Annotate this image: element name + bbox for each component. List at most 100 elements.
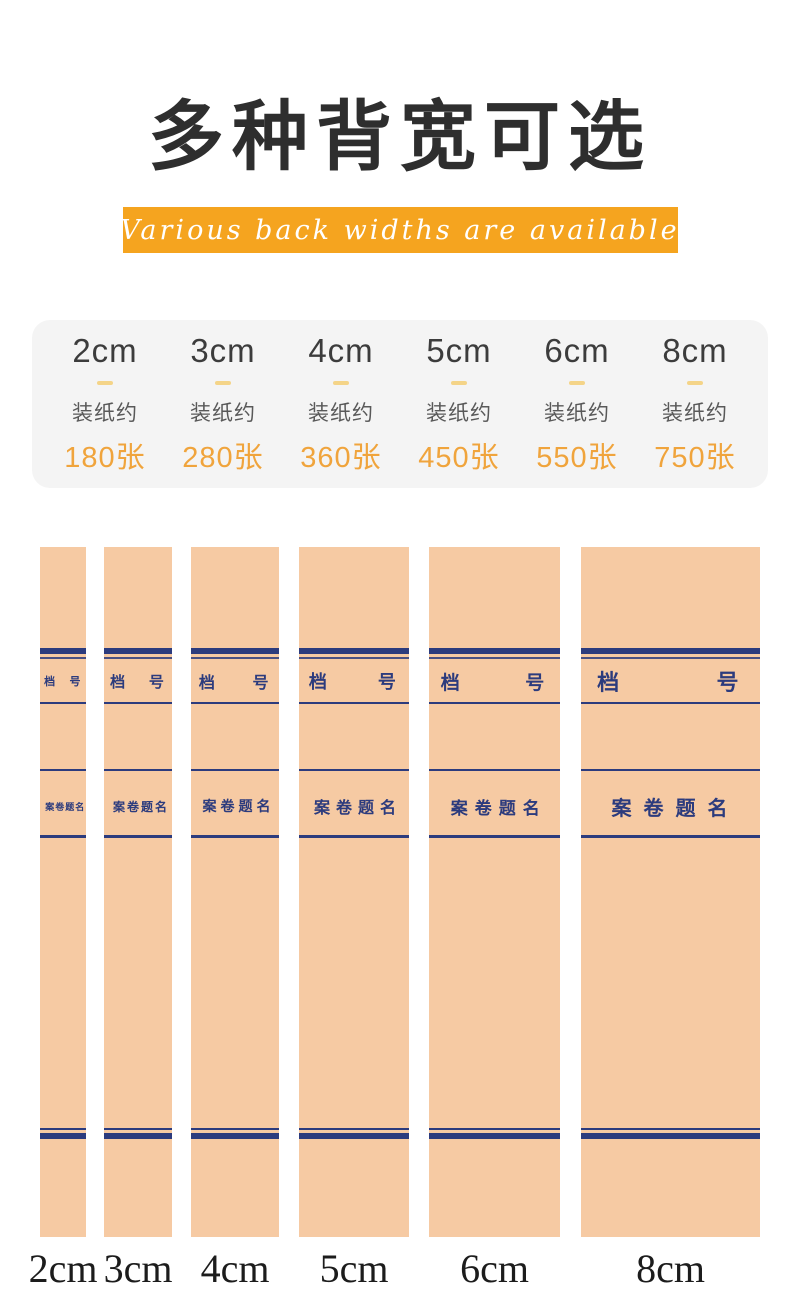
file-no-left: 档 bbox=[198, 675, 215, 692]
rule-line bbox=[40, 702, 86, 704]
rule-line bbox=[299, 835, 409, 838]
dash-divider bbox=[451, 381, 467, 385]
file-no-right: 号 bbox=[148, 673, 164, 691]
rule-line bbox=[581, 1133, 760, 1139]
dash-divider bbox=[333, 381, 349, 385]
file-no-left: 档 bbox=[308, 672, 327, 692]
spec-size: 4cm bbox=[308, 332, 374, 369]
case-title-label: 案卷题名 bbox=[202, 798, 275, 814]
capacity-label: 装纸约 bbox=[426, 402, 492, 425]
size-label: 6cm bbox=[460, 1246, 529, 1291]
case-title-row: 案卷题名 bbox=[191, 779, 279, 833]
dash-divider bbox=[215, 381, 231, 385]
dash-divider bbox=[97, 381, 113, 385]
rule-line bbox=[429, 648, 560, 654]
spine-3cm: 档 号 案卷题名 3cm bbox=[104, 547, 172, 1289]
file-no-left: 档 bbox=[110, 673, 126, 691]
spine-graphic: 档 号 案卷题名 bbox=[581, 547, 760, 1237]
rule-line bbox=[299, 657, 409, 659]
rule-line bbox=[191, 1133, 279, 1139]
spec-col-6cm: 6cm 装纸约 550张 bbox=[518, 332, 636, 476]
file-no-right: 号 bbox=[525, 672, 545, 694]
spec-col-5cm: 5cm 装纸约 450张 bbox=[400, 332, 518, 476]
case-title-row: 案卷题名 bbox=[299, 779, 409, 833]
case-title-label: 案卷题名 bbox=[313, 800, 402, 817]
rule-line bbox=[581, 835, 760, 838]
rule-line bbox=[191, 1128, 279, 1130]
case-title-row: 案卷题名 bbox=[429, 779, 560, 833]
size-label: 3cm bbox=[103, 1246, 173, 1291]
rule-line bbox=[429, 1133, 560, 1139]
rule-line bbox=[429, 702, 560, 704]
file-no-left: 档 bbox=[44, 676, 56, 688]
rule-line bbox=[191, 835, 279, 838]
rule-line bbox=[104, 835, 172, 838]
rule-line bbox=[429, 835, 560, 838]
rule-line bbox=[40, 1128, 86, 1130]
sheets-value: 280张 bbox=[182, 442, 264, 474]
spec-panel: 2cm 装纸约 180张 3cm 装纸约 280张 4cm 装纸约 360张 5… bbox=[32, 320, 768, 488]
spine-8cm: 档 号 案卷题名 8cm bbox=[581, 547, 760, 1289]
spine-graphic: 档 号 案卷题名 bbox=[299, 547, 409, 1237]
capacity-label: 装纸约 bbox=[662, 402, 728, 425]
rule-line bbox=[299, 769, 409, 771]
size-label: 2cm bbox=[28, 1246, 98, 1291]
file-no-right: 号 bbox=[252, 675, 269, 692]
spine-4cm: 档 号 案卷题名 4cm bbox=[191, 547, 279, 1289]
dash-divider bbox=[569, 381, 585, 385]
file-number-row: 档 号 bbox=[191, 661, 279, 701]
capacity-label: 装纸约 bbox=[72, 402, 138, 425]
case-title-label: 案卷题名 bbox=[45, 801, 86, 812]
file-no-left: 档 bbox=[440, 672, 460, 694]
spec-col-2cm: 2cm 装纸约 180张 bbox=[46, 332, 164, 476]
spine-graphic: 档 号 案卷题名 bbox=[104, 547, 172, 1237]
file-number-row: 档 号 bbox=[40, 661, 86, 701]
rule-line bbox=[40, 1133, 86, 1139]
rule-line bbox=[104, 657, 172, 659]
file-number-row: 档 号 bbox=[581, 661, 760, 701]
rule-line bbox=[40, 648, 86, 654]
rule-line bbox=[191, 702, 279, 704]
case-title-row: 案卷题名 bbox=[40, 779, 86, 833]
rule-line bbox=[104, 1128, 172, 1130]
rule-line bbox=[40, 657, 86, 659]
case-title-row: 案卷题名 bbox=[581, 779, 760, 833]
spine-graphic: 档 号 案卷题名 bbox=[429, 547, 560, 1237]
case-title-label: 案卷题名 bbox=[112, 799, 169, 814]
spine-2cm: 档 号 案卷题名 2cm bbox=[29, 547, 97, 1289]
case-title-label: 案卷题名 bbox=[611, 797, 740, 820]
rule-line bbox=[299, 1133, 409, 1139]
subtitle-text: Various back widths are available bbox=[120, 214, 680, 246]
rule-line bbox=[40, 769, 86, 771]
size-label: 8cm bbox=[636, 1246, 705, 1291]
spec-size: 8cm bbox=[662, 332, 728, 369]
spec-size: 6cm bbox=[544, 332, 610, 369]
rule-line bbox=[429, 1128, 560, 1130]
rule-line bbox=[581, 769, 760, 771]
rule-line bbox=[104, 1133, 172, 1139]
sheets-value: 450张 bbox=[418, 442, 500, 474]
sheets-value: 550张 bbox=[536, 442, 618, 474]
file-number-row: 档 号 bbox=[104, 661, 172, 701]
spine-graphic: 档 号 案卷题名 bbox=[191, 547, 279, 1237]
rule-line bbox=[581, 648, 760, 654]
rule-line bbox=[429, 657, 560, 659]
size-label: 4cm bbox=[200, 1246, 270, 1291]
spine-6cm: 档 号 案卷题名 6cm bbox=[429, 547, 560, 1289]
rule-line bbox=[104, 648, 172, 654]
rule-line bbox=[104, 702, 172, 704]
spec-size: 2cm bbox=[72, 332, 138, 369]
sheets-value: 750张 bbox=[654, 442, 736, 474]
spec-col-3cm: 3cm 装纸约 280张 bbox=[164, 332, 282, 476]
sheets-value: 360张 bbox=[300, 442, 382, 474]
subtitle-ribbon: Various back widths are available bbox=[120, 207, 680, 253]
file-no-right: 号 bbox=[377, 672, 396, 692]
spine-graphic: 档 号 案卷题名 bbox=[40, 547, 86, 1237]
spec-col-8cm: 8cm 装纸约 750张 bbox=[636, 332, 754, 476]
case-title-label: 案卷题名 bbox=[450, 798, 547, 818]
file-no-left: 档 bbox=[597, 670, 620, 695]
spec-size: 3cm bbox=[190, 332, 256, 369]
rule-line bbox=[191, 648, 279, 654]
rule-line bbox=[299, 1128, 409, 1130]
capacity-label: 装纸约 bbox=[190, 402, 256, 425]
